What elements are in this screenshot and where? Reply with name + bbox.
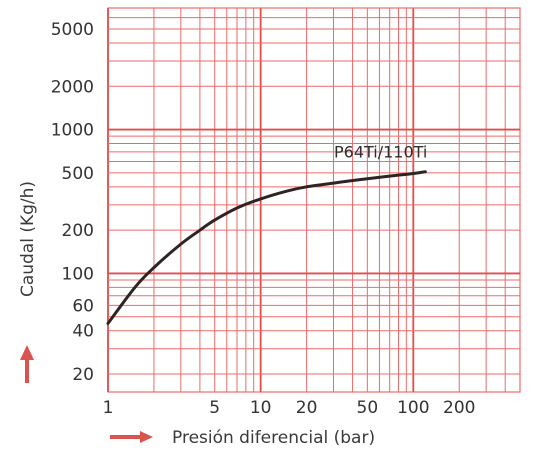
x-tick-label: 1: [103, 398, 114, 418]
x-tick-label: 200: [443, 398, 475, 418]
x-tick-label: 100: [397, 398, 429, 418]
x-tick-label: 20: [296, 398, 318, 418]
series-curve: [106, 170, 427, 325]
y-tick-label: 500: [62, 164, 94, 184]
y-tick-label: 1000: [51, 121, 94, 141]
chart-series: P64Ti/110Ti: [106, 143, 427, 325]
y-tick-label: 200: [62, 221, 94, 241]
y-tick-label: 100: [62, 264, 94, 284]
y-axis-arrow-icon: [20, 345, 34, 383]
x-axis-ticks: 1 5 10 20 50 100 200: [103, 398, 476, 418]
y-axis-ticks: 20 40 60 100 200 500 1000 2000 5000: [51, 20, 94, 385]
x-tick-label: 5: [209, 398, 220, 418]
plot-frame: [107, 7, 521, 393]
y-tick-label: 2000: [51, 77, 94, 97]
y-axis-label: Caudal (Kg/h): [18, 181, 38, 297]
series-label: P64Ti/110Ti: [334, 143, 427, 162]
x-tick-label: 50: [357, 398, 379, 418]
y-tick-label: 60: [72, 296, 94, 316]
y-tick-label: 20: [72, 365, 94, 385]
y-tick-label: 5000: [51, 20, 94, 40]
x-axis-arrow-icon: [110, 431, 153, 443]
x-axis-label: Presión diferencial (bar): [172, 428, 375, 448]
chart-grid: [107, 7, 521, 393]
x-tick-label: 10: [250, 398, 272, 418]
y-tick-label: 40: [72, 322, 94, 342]
